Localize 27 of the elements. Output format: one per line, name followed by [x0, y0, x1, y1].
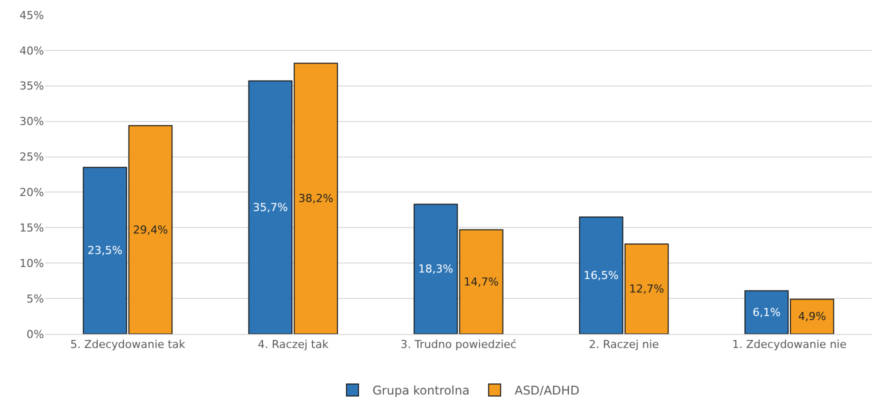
y-tick-label: 25%: [20, 150, 44, 164]
x-tick-label: 5. Zdecydowanie tak: [70, 338, 186, 352]
data-label: 23,5%: [87, 244, 122, 258]
x-tick-label: 4. Raczej tak: [258, 338, 330, 352]
data-label: 6,1%: [752, 306, 781, 319]
y-tick-label: 30%: [20, 115, 44, 128]
x-tick-label: 2. Raczej nie: [588, 338, 660, 352]
y-tick-label: 40%: [20, 44, 44, 58]
y-tick-label: 10%: [20, 256, 44, 270]
data-label: 18,3%: [418, 262, 454, 276]
data-label: 4,9%: [798, 310, 826, 324]
data-label: 38,2%: [298, 192, 334, 206]
legend-label: ASD/ADHD: [514, 384, 580, 398]
data-label: 12,7%: [629, 282, 664, 296]
y-tick-label: 5%: [26, 292, 44, 306]
data-label: 35,7%: [252, 200, 288, 214]
y-tick-label: 35%: [20, 80, 44, 93]
y-tick-label: 45%: [20, 8, 44, 22]
data-label: 16,5%: [584, 269, 619, 282]
x-tick-label: 1. Zdecydowanie nie: [732, 338, 847, 352]
legend-label: Grupa kontrolna: [372, 384, 470, 398]
data-label: 29,4%: [132, 223, 168, 236]
y-tick-label: 0%: [26, 328, 44, 341]
x-tick-label: 3. Trudno powiedzieć: [400, 338, 516, 352]
data-label: 14,7%: [464, 275, 499, 288]
y-tick-label: 20%: [20, 186, 44, 200]
y-tick-label: 15%: [20, 222, 44, 235]
